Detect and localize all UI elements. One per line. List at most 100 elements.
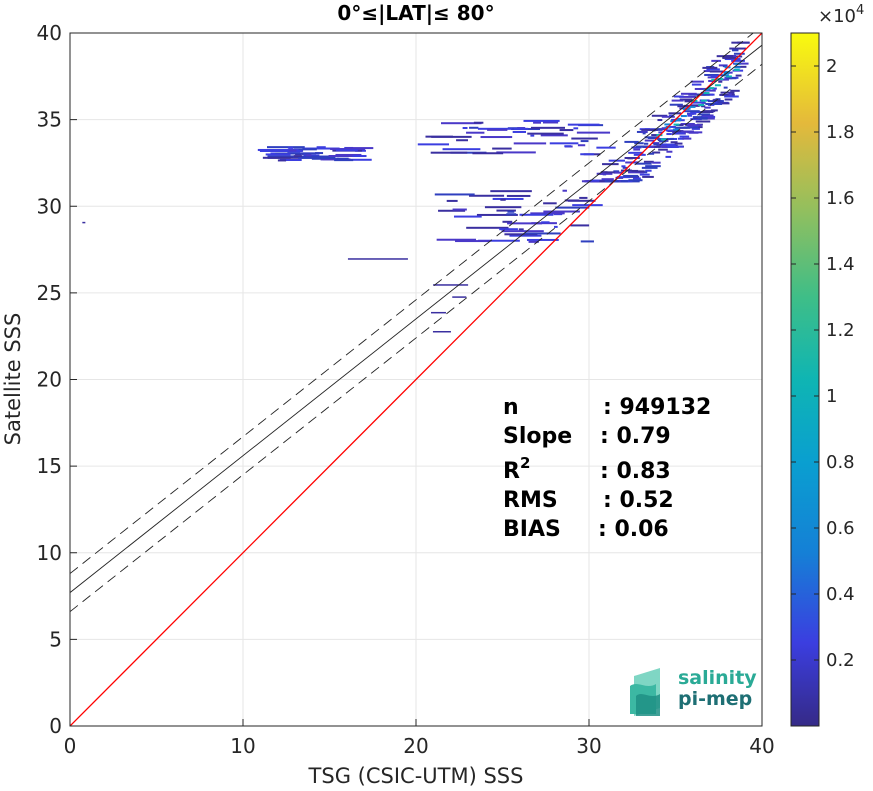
density-mark <box>670 141 678 144</box>
density-mark <box>507 222 543 225</box>
logo-line1: salinity <box>678 667 757 689</box>
density-mark <box>506 213 517 216</box>
density-mark <box>666 145 684 148</box>
density-mark <box>469 126 479 129</box>
density-mark <box>665 129 674 132</box>
density-mark <box>330 148 365 151</box>
density-mark <box>643 142 649 145</box>
density-mark <box>737 41 750 44</box>
density-mark <box>499 228 518 231</box>
density-mark <box>672 128 679 131</box>
density-mark <box>688 125 693 128</box>
density-mark <box>652 151 661 154</box>
density-mark <box>670 137 675 140</box>
stat-label: n <box>503 395 519 420</box>
density-mark <box>315 152 324 155</box>
density-mark <box>635 145 651 148</box>
density-mark <box>657 139 663 142</box>
density-mark <box>335 153 362 156</box>
density-mark <box>519 213 554 216</box>
density-mark <box>664 123 671 126</box>
colorbar-tick-label: 1.2 <box>826 320 855 341</box>
density-mark <box>641 128 658 131</box>
density-mark <box>671 99 684 102</box>
density-mark <box>484 206 522 209</box>
density-mark <box>288 149 297 152</box>
density-mark <box>571 137 598 140</box>
density-mark <box>675 117 682 120</box>
density-mark <box>657 119 663 122</box>
density-mark <box>456 139 469 142</box>
density-mark <box>675 123 684 126</box>
density-mark <box>616 176 630 179</box>
density-mark <box>692 116 703 119</box>
density-mark <box>691 101 705 104</box>
density-mark <box>712 87 717 90</box>
density-mark <box>698 103 705 106</box>
density-mark <box>452 296 467 298</box>
density-mark <box>633 148 641 151</box>
density-mark <box>700 99 707 102</box>
density-mark <box>542 121 559 124</box>
y-tick-label: 25 <box>37 281 62 305</box>
density-mark <box>579 196 588 199</box>
density-mark <box>642 132 646 135</box>
density-mark <box>523 119 560 122</box>
density-mark <box>707 76 718 79</box>
stat-label: Slope <box>503 424 572 449</box>
density-mark <box>623 174 639 177</box>
density-mark <box>472 152 504 155</box>
density-mark <box>526 238 559 241</box>
density-mark <box>666 150 673 153</box>
density-mark <box>710 75 718 78</box>
density-mark <box>490 190 532 193</box>
density-mark <box>608 159 625 162</box>
density-mark <box>507 210 515 213</box>
logo-line2: pi-mep <box>678 688 752 710</box>
density-mark <box>602 171 615 174</box>
density-mark <box>690 118 702 121</box>
density-mark <box>651 134 662 137</box>
colorbar-tick-label: 1.4 <box>826 254 855 275</box>
density-mark <box>279 159 302 162</box>
density-mark <box>682 137 692 140</box>
density-mark <box>628 179 643 182</box>
density-mark <box>573 127 579 130</box>
density-mark <box>540 134 568 137</box>
density-mark <box>687 112 697 115</box>
density-mark <box>492 147 512 150</box>
density-mark <box>643 160 654 163</box>
density-mark <box>504 233 538 236</box>
density-mark <box>553 225 558 228</box>
density-mark <box>724 58 741 61</box>
density-mark <box>691 127 700 130</box>
density-mark <box>621 165 626 168</box>
density-mark <box>613 170 620 173</box>
x-tick-label: 30 <box>576 734 601 758</box>
density-mark <box>622 166 628 169</box>
colorbar-multiplier: ×104 <box>818 3 864 27</box>
density-mark <box>668 112 682 115</box>
density-mark <box>717 102 730 105</box>
density-mark <box>82 221 86 224</box>
density-mark <box>711 78 718 81</box>
density-mark <box>527 132 564 135</box>
density-mark <box>700 91 706 94</box>
density-mark <box>653 143 659 146</box>
salinity-pi-mep-logo: salinity pi-mep <box>630 667 757 716</box>
stats-box: n: 949132 Slope: 0.79 R2: 0.83 RMS: 0.52 BIA… <box>503 395 711 542</box>
density-mark <box>466 226 509 229</box>
density-mark <box>432 330 451 333</box>
density-mark <box>697 93 711 96</box>
density-mark <box>674 119 681 122</box>
density-mark <box>293 148 317 151</box>
density-mark <box>562 189 567 192</box>
density-mark <box>735 74 742 77</box>
density-mark <box>434 193 475 196</box>
density-mark <box>731 59 745 62</box>
density-mark <box>541 221 550 224</box>
density-mark <box>680 115 687 118</box>
density-mark <box>512 130 526 133</box>
density-mark <box>734 66 741 69</box>
density-mark <box>567 123 600 126</box>
